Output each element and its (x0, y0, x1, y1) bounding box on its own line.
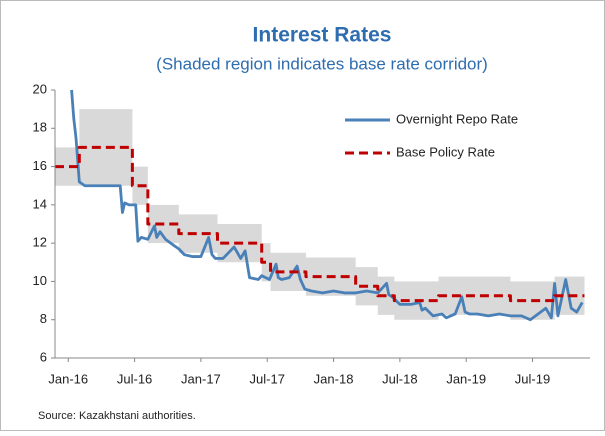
source-note: Source: Kazakhstani authorities. (38, 410, 196, 422)
legend-label: Base Policy Rate (396, 144, 495, 159)
y-tick-label: 6 (40, 349, 47, 364)
policy-line (55, 145, 585, 303)
chart-title: Interest Rates (253, 24, 392, 47)
y-tick-label: 12 (33, 235, 47, 250)
chart-subtitle: (Shaded region indicates base rate corri… (156, 54, 488, 73)
x-tick-label: Jul-19 (515, 371, 550, 386)
x-tick-label: Jan-16 (48, 371, 88, 386)
y-tick-label: 10 (33, 273, 47, 288)
y-tick-label: 14 (33, 196, 47, 211)
y-tick-label: 16 (33, 158, 47, 173)
y-tick-label: 8 (40, 311, 47, 326)
x-tick-label: Jul-17 (250, 371, 285, 386)
x-tick-label: Jul-18 (382, 371, 417, 386)
plot-area (55, 89, 585, 322)
legend-label: Overnight Repo Rate (396, 111, 518, 126)
x-tick-label: Jan-17 (181, 371, 221, 386)
x-tick-label: Jan-18 (314, 371, 354, 386)
x-tick-label: Jul-16 (117, 371, 152, 386)
repo-line (70, 89, 584, 322)
x-tick-label: Jan-19 (446, 371, 486, 386)
y-tick-label: 20 (33, 81, 47, 96)
y-tick-label: 18 (33, 120, 47, 135)
